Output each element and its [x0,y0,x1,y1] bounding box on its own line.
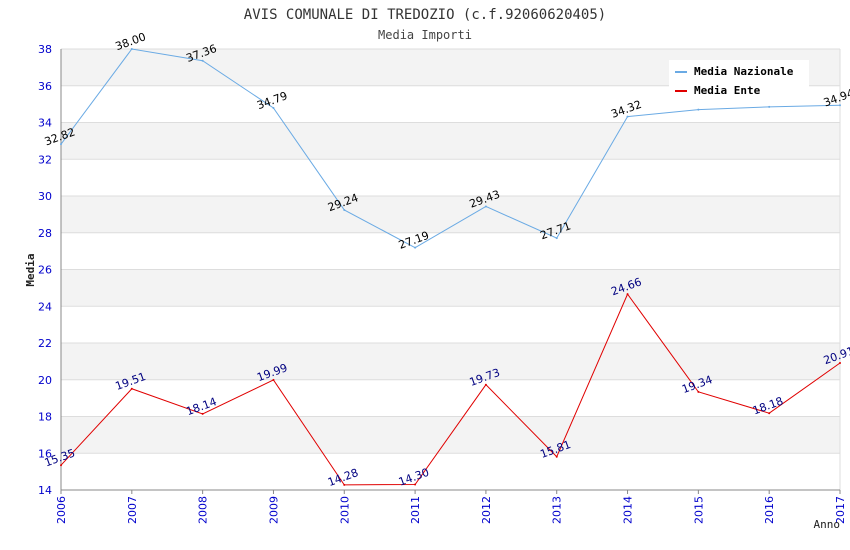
data-point-media-ente [768,412,771,415]
data-point-media-nazionale [343,208,346,211]
data-point-media-ente [201,412,204,415]
x-tick-label: 2016 [763,496,776,524]
x-tick-label: 2007 [126,496,139,524]
grid-band [61,269,840,307]
x-tick-label: 2015 [692,496,705,524]
grid-band [61,159,840,196]
data-point-media-ente [626,293,629,296]
data-point-media-nazionale [626,115,629,118]
y-tick-label: 28 [38,227,52,240]
data-point-media-ente [697,390,700,393]
x-tick-label: 2014 [622,496,635,524]
data-point-media-ente [839,362,841,365]
data-point-media-nazionale [272,106,275,109]
grid-band [61,343,840,380]
chart-subtitle: Media Importi [378,28,472,42]
data-point-media-nazionale [414,246,417,249]
series-line-media-ente [60,293,841,486]
y-tick-label: 34 [38,117,52,130]
series-line-media-nazionale [60,48,841,249]
grid-band [61,232,840,270]
grid-band [61,453,840,490]
x-tick-label: 2009 [267,496,280,524]
data-point-media-ente [414,483,417,486]
data-point-media-ente [484,383,487,386]
y-tick-label: 16 [38,447,52,460]
legend-label-media-ente: Media Ente [694,84,761,97]
data-point-media-nazionale [839,104,841,107]
x-tick-label: 2013 [551,496,564,524]
y-tick-label: 36 [38,80,52,93]
x-tick-label: 2012 [480,496,493,524]
y-tick-label: 30 [38,190,52,203]
x-axis-ticks: 2006 2007 2008 2009 2010 2011 2012 2013 2014 2015… [55,490,847,524]
x-tick-label: 2008 [197,496,210,524]
y-tick-label: 22 [38,337,52,350]
data-point-media-ente [130,387,133,390]
y-axis-ticks: 14 16 18 20 22 24 26 28 30 32 34 36 38 [38,43,52,497]
x-axis-label: Anno [814,518,841,531]
y-tick-label: 26 [38,264,52,277]
legend: Media Nazionale Media Ente [669,60,809,100]
data-point-media-nazionale [768,105,771,108]
chart-title: AVIS COMUNALE DI TREDOZIO (c.f.920606204… [244,7,606,23]
y-axis-label: Media [24,253,37,286]
data-point-media-nazionale [60,143,62,146]
x-tick-label: 2011 [409,496,422,524]
data-point-media-nazionale [484,205,487,208]
y-tick-label: 18 [38,411,52,424]
y-tick-label: 20 [38,374,52,387]
x-tick-label: 2010 [338,496,351,524]
data-point-media-nazionale [555,237,558,240]
y-tick-label: 38 [38,43,52,56]
x-tick-label: 2017 [834,496,847,524]
data-point-media-nazionale [697,108,700,111]
data-point-media-nazionale [201,59,204,62]
x-tick-label: 2006 [55,496,68,524]
grid-band [61,379,840,417]
y-tick-label: 24 [38,300,52,313]
grid-bands [60,48,841,491]
data-point-media-ente [272,378,275,381]
series-lines [60,48,841,486]
grid-band [61,306,840,343]
y-tick-label: 32 [38,153,52,166]
data-point-media-nazionale [130,48,133,50]
data-point-media-ente [343,483,346,486]
legend-box [669,60,809,100]
grid-band [61,122,840,160]
y-tick-label: 14 [38,484,52,497]
data-point-media-ente [555,455,558,458]
legend-label-media-nazionale: Media Nazionale [694,65,794,78]
data-point-media-ente [60,464,62,467]
